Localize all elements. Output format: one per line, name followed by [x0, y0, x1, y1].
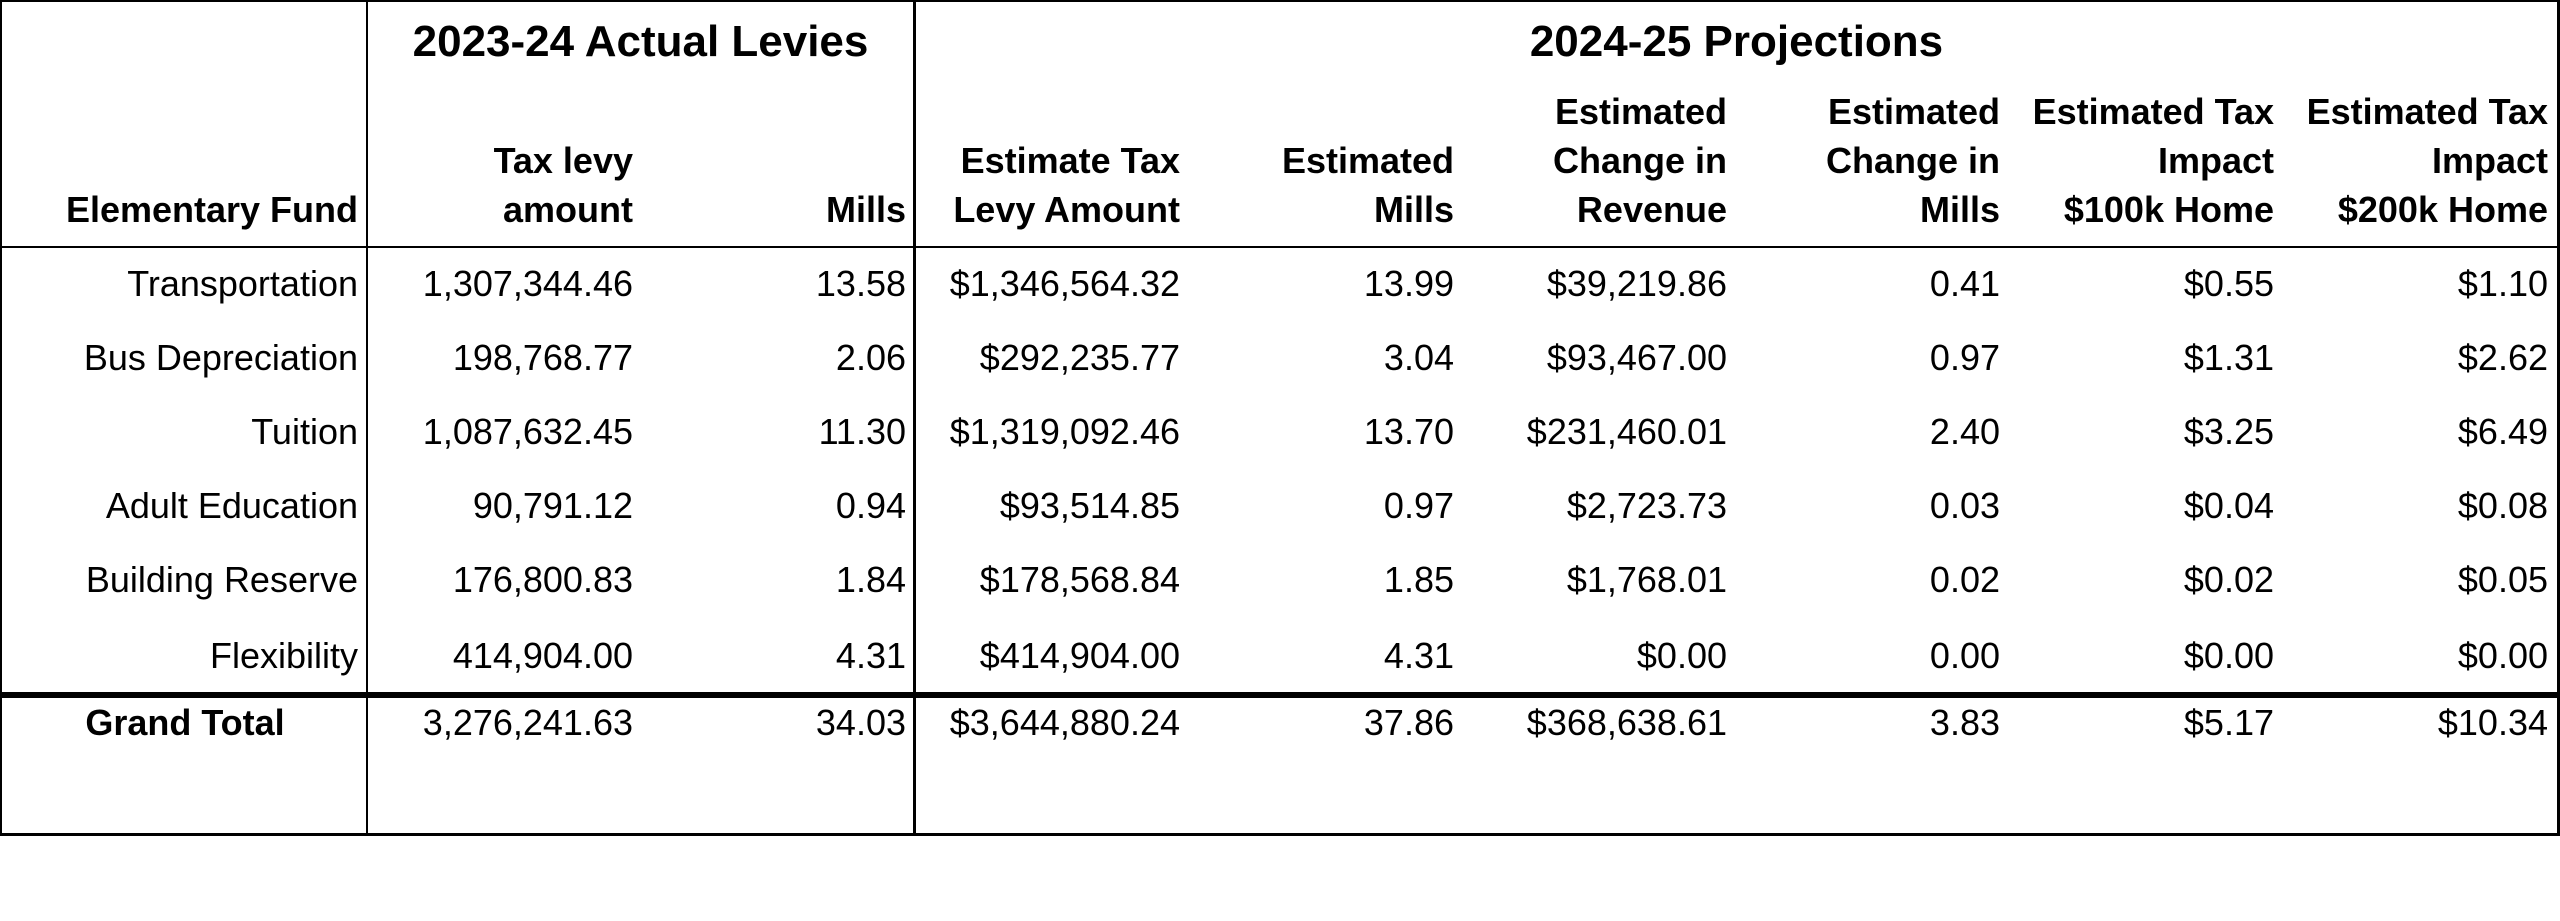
header-rule	[0, 246, 2560, 248]
cell-change-mills: 2.40	[1929, 411, 2000, 452]
cell-mills: 13.58	[815, 263, 906, 304]
cell-change-mills: 0.00	[1929, 635, 2000, 676]
cell-levy-amount: 1,307,344.46	[422, 263, 633, 304]
cell-impact-100k: $0.00	[2183, 635, 2274, 676]
cell-levy-amount: 198,768.77	[452, 337, 633, 378]
column-header-est-levy: Estimate Tax	[960, 140, 1180, 181]
cell-levy-amount: 414,904.00	[452, 635, 633, 676]
cell-impact-200k: $6.49	[2457, 411, 2548, 452]
column-header-change-mills: Change in	[1825, 140, 2000, 181]
cell-change-revenue: $231,460.01	[1526, 411, 1727, 452]
cell-mills: 4.31	[835, 635, 906, 676]
cell-impact-200k: $0.05	[2457, 559, 2548, 600]
cell-est-mills: 1.85	[1383, 559, 1454, 600]
cell-est-mills: 13.70	[1363, 411, 1454, 452]
fund-name: Transportation	[127, 263, 358, 304]
cell-change-revenue: $93,467.00	[1546, 337, 1727, 378]
cell-mills: 2.06	[835, 337, 906, 378]
cell-est-mills: 37.86	[1363, 702, 1454, 743]
cell-mills: 11.30	[818, 411, 906, 452]
cell-impact-200k: $0.08	[2457, 485, 2548, 526]
cell-est-levy: $178,568.84	[979, 559, 1180, 600]
cell-change-mills: 3.83	[1929, 702, 2000, 743]
cell-est-levy: $1,319,092.46	[949, 411, 1180, 452]
cell-change-revenue: $0.00	[1636, 635, 1727, 676]
group-title-projections: 2024-25 Projections	[1529, 17, 1944, 66]
column-header-change-revenue: Estimated	[1554, 91, 1727, 132]
column-header-change-mills: Estimated	[1827, 91, 2000, 132]
cell-levy-amount: 90,791.12	[472, 485, 633, 526]
column-header-fund: Elementary Fund	[65, 189, 358, 230]
column-header-est-mills: Mills	[1373, 189, 1454, 230]
column-header-change-revenue: Change in	[1552, 140, 1727, 181]
cell-est-mills: 4.31	[1383, 635, 1454, 676]
column-header-change-mills: Mills	[1919, 189, 2000, 230]
cell-impact-100k: $0.55	[2183, 263, 2274, 304]
column-header-est-mills: Estimated	[1281, 140, 1454, 181]
column-header-change-revenue: Revenue	[1576, 189, 1727, 230]
border-left	[0, 0, 2, 836]
column-header-impact-100k: Impact	[2157, 140, 2274, 181]
fund-name: Tuition	[251, 411, 358, 452]
column-header-est-levy: Levy Amount	[953, 189, 1180, 230]
cell-est-levy: $3,644,880.24	[949, 702, 1180, 743]
column-header-levy-amount: amount	[503, 189, 633, 230]
cell-impact-200k: $1.10	[2457, 263, 2548, 304]
column-header-impact-200k: $200k Home	[2337, 189, 2548, 230]
cell-est-levy: $414,904.00	[979, 635, 1180, 676]
cell-est-levy: $1,346,564.32	[949, 263, 1180, 304]
column-header-impact-200k: Estimated Tax	[2306, 91, 2548, 132]
cell-change-revenue: $2,723.73	[1566, 485, 1727, 526]
cell-impact-100k: $5.17	[2183, 702, 2274, 743]
cell-est-levy: $93,514.85	[999, 485, 1180, 526]
cell-est-mills: 0.97	[1383, 485, 1454, 526]
column-header-mills: Mills	[825, 189, 906, 230]
column-header-impact-100k: Estimated Tax	[2032, 91, 2274, 132]
cell-impact-200k: $2.62	[2457, 337, 2548, 378]
cell-change-mills: 0.02	[1929, 559, 2000, 600]
border-right	[2557, 0, 2560, 836]
column-header-levy-amount: Tax levy	[493, 140, 633, 181]
cell-mills: 0.94	[835, 485, 906, 526]
total-rule	[0, 692, 2560, 698]
cell-est-levy: $292,235.77	[979, 337, 1180, 378]
group-title-actual: 2023-24 Actual Levies	[412, 17, 869, 66]
cell-change-revenue: $1,768.01	[1566, 559, 1727, 600]
cell-mills: 34.03	[815, 702, 906, 743]
cell-impact-100k: $1.31	[2183, 337, 2274, 378]
cell-mills: 1.84	[835, 559, 906, 600]
cell-change-revenue: $368,638.61	[1526, 702, 1727, 743]
cell-impact-100k: $0.04	[2183, 485, 2274, 526]
cell-est-mills: 3.04	[1383, 337, 1454, 378]
border-bottom	[0, 833, 2560, 836]
cell-levy-amount: 3,276,241.63	[422, 702, 633, 743]
fund-name: Building Reserve	[85, 559, 358, 600]
column-header-impact-200k: Impact	[2431, 140, 2548, 181]
column-header-impact-100k: $100k Home	[2063, 189, 2274, 230]
cell-impact-100k: $3.25	[2183, 411, 2274, 452]
cell-impact-100k: $0.02	[2183, 559, 2274, 600]
cell-change-revenue: $39,219.86	[1546, 263, 1727, 304]
cell-change-mills: 0.97	[1929, 337, 2000, 378]
cell-impact-200k: $10.34	[2437, 702, 2548, 743]
border-top	[0, 0, 2560, 2]
cell-levy-amount: 1,087,632.45	[422, 411, 633, 452]
grand-total-label: Grand Total	[85, 702, 285, 743]
divider-groups	[913, 0, 916, 836]
fund-name: Bus Depreciation	[83, 337, 358, 378]
fund-name: Adult Education	[105, 485, 358, 526]
divider-fund	[366, 0, 368, 836]
cell-impact-200k: $0.00	[2457, 635, 2548, 676]
cell-change-mills: 0.41	[1929, 263, 2000, 304]
cell-change-mills: 0.03	[1929, 485, 2000, 526]
cell-est-mills: 13.99	[1363, 263, 1454, 304]
cell-levy-amount: 176,800.83	[452, 559, 633, 600]
fund-name: Flexibility	[209, 635, 358, 676]
